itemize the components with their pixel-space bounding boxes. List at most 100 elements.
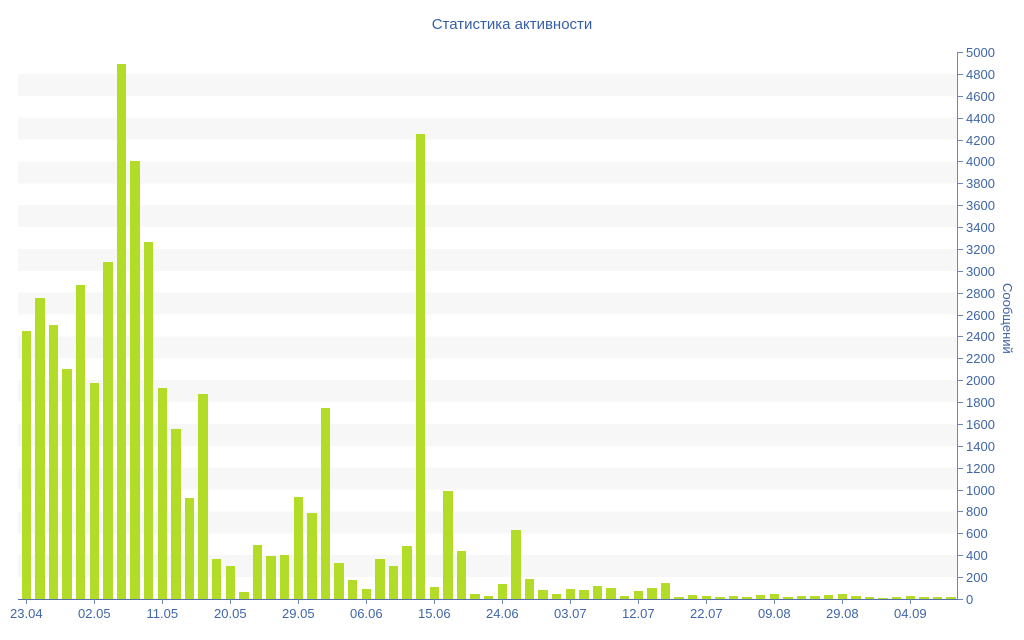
y-tick-mark <box>958 511 963 513</box>
bar[interactable] <box>769 594 780 599</box>
bar[interactable] <box>864 597 875 599</box>
y-tick-mark <box>958 489 963 491</box>
bar[interactable] <box>647 588 657 599</box>
bar[interactable] <box>606 588 616 599</box>
bar[interactable] <box>728 596 739 599</box>
bar[interactable] <box>619 596 630 599</box>
bar[interactable] <box>279 555 290 599</box>
bar[interactable] <box>361 589 372 599</box>
x-tick-mark <box>366 599 368 604</box>
y-tick-mark <box>958 227 963 229</box>
y-tick-label: 1000 <box>966 482 995 498</box>
bar[interactable] <box>633 591 644 599</box>
bar[interactable] <box>62 369 72 599</box>
bar[interactable] <box>524 579 535 599</box>
bar[interactable] <box>75 285 86 599</box>
y-tick-label: 2600 <box>966 307 995 323</box>
x-tick-label: 02.05 <box>78 606 111 621</box>
bar[interactable] <box>932 597 943 599</box>
bar[interactable] <box>497 584 508 599</box>
bar[interactable] <box>89 383 100 599</box>
bar[interactable] <box>742 597 752 599</box>
y-tick-mark <box>958 533 963 535</box>
bar[interactable] <box>565 589 576 599</box>
bar[interactable] <box>456 551 467 599</box>
y-tick-label: 1200 <box>966 460 995 476</box>
bar[interactable] <box>402 546 412 599</box>
y-tick-mark <box>958 423 963 425</box>
y-tick-label: 3800 <box>966 176 995 192</box>
x-tick-mark <box>706 599 708 604</box>
bar[interactable] <box>755 595 766 599</box>
y-tick-mark <box>958 358 963 360</box>
bar[interactable] <box>334 563 344 599</box>
bar[interactable] <box>701 596 712 599</box>
bar[interactable] <box>660 583 671 599</box>
bar[interactable] <box>810 596 820 599</box>
bar[interactable] <box>239 592 249 599</box>
bar[interactable] <box>211 559 222 599</box>
bar[interactable] <box>198 394 208 599</box>
bar[interactable] <box>171 429 181 599</box>
y-tick-label: 2800 <box>966 285 995 301</box>
chart-title: Статистика активности <box>431 16 593 33</box>
bar[interactable] <box>483 596 494 599</box>
y-tick-mark <box>958 248 963 250</box>
y-tick-label: 600 <box>966 526 988 542</box>
y-tick-label: 5000 <box>966 45 995 60</box>
bar[interactable] <box>946 597 956 599</box>
y-tick-label: 2200 <box>966 351 995 367</box>
bar[interactable] <box>266 556 276 599</box>
bar[interactable] <box>919 597 929 599</box>
bar[interactable] <box>307 513 317 599</box>
y-tick-label: 800 <box>966 504 988 520</box>
bar[interactable] <box>429 587 440 599</box>
y-tick-mark <box>958 73 963 75</box>
bar[interactable] <box>21 331 32 599</box>
bar[interactable] <box>130 161 140 599</box>
bar[interactable] <box>184 498 195 599</box>
bar[interactable] <box>905 596 916 599</box>
bar[interactable] <box>388 566 399 599</box>
y-tick-label: 4400 <box>966 110 995 126</box>
bar[interactable] <box>470 594 480 599</box>
bar[interactable] <box>783 597 793 599</box>
bar[interactable] <box>878 598 888 599</box>
bar[interactable] <box>157 388 168 599</box>
bar[interactable] <box>796 596 807 599</box>
bar[interactable] <box>293 497 304 599</box>
bar[interactable] <box>320 408 331 599</box>
bar[interactable] <box>687 595 698 599</box>
bar[interactable] <box>347 580 358 599</box>
y-tick-label: 2000 <box>966 373 995 389</box>
y-tick-label: 3200 <box>966 241 995 257</box>
y-tick-mark <box>958 95 963 97</box>
bar[interactable] <box>103 262 113 599</box>
bar[interactable] <box>252 545 263 599</box>
bar[interactable] <box>579 590 589 599</box>
bar[interactable] <box>551 594 562 599</box>
x-tick-mark <box>842 599 844 604</box>
bar[interactable] <box>35 298 45 599</box>
bar[interactable] <box>143 242 154 599</box>
bar[interactable] <box>674 597 684 599</box>
bar[interactable] <box>837 594 848 599</box>
plot-area <box>18 52 958 600</box>
x-tick-mark <box>298 599 300 604</box>
bar[interactable] <box>823 595 834 599</box>
x-tick-label: 15.06 <box>418 606 451 621</box>
bar[interactable] <box>715 597 725 599</box>
y-tick-label: 4200 <box>966 132 995 148</box>
bar[interactable] <box>891 597 902 599</box>
bar[interactable] <box>375 559 385 599</box>
bar[interactable] <box>225 566 236 599</box>
bar[interactable] <box>511 530 521 599</box>
bar[interactable] <box>443 491 453 599</box>
bar[interactable] <box>538 590 548 599</box>
bar[interactable] <box>415 134 426 599</box>
bar[interactable] <box>48 325 59 599</box>
x-tick-label: 23.04 <box>10 606 43 621</box>
bar[interactable] <box>592 586 603 599</box>
bar[interactable] <box>851 596 861 599</box>
bar[interactable] <box>116 64 127 599</box>
